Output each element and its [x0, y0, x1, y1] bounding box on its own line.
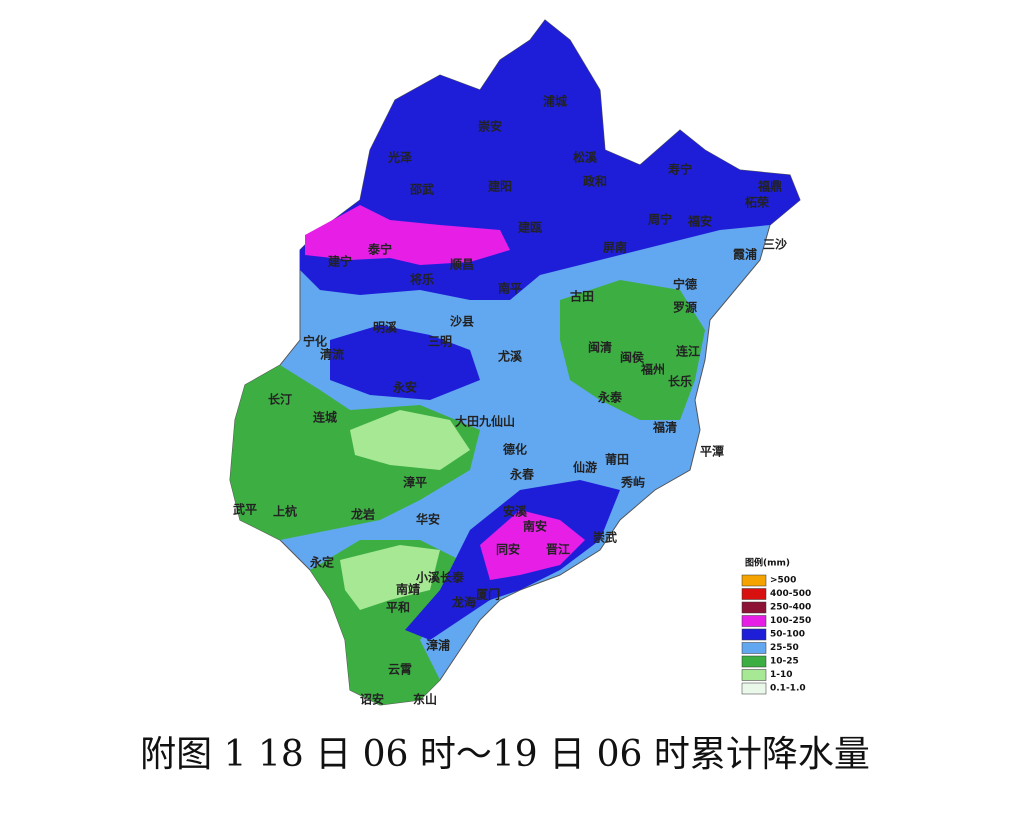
city-label: 小溪长泰	[416, 570, 465, 585]
legend-swatch	[741, 642, 767, 654]
city-label: 长汀	[268, 392, 292, 407]
legend-label: 10-25	[770, 657, 799, 667]
city-label: 三明	[428, 335, 452, 349]
city-label: 将乐	[410, 272, 434, 287]
city-label: 古田	[570, 289, 594, 304]
caption: 附图 1 18 日 06 时～19 日 06 时累计降水量	[140, 734, 870, 775]
city-label: 南平	[498, 281, 522, 296]
city-label: 明溪	[373, 320, 398, 335]
legend-label: 50-100	[770, 630, 805, 640]
city-label: 厦门	[476, 587, 500, 602]
legend-swatch	[741, 588, 767, 600]
zone-100-250-west	[305, 205, 510, 265]
city-label: 南安	[523, 519, 547, 534]
city-label: 沙县	[450, 315, 474, 329]
city-label: 柘荣	[744, 195, 770, 210]
legend-label: 1-10	[770, 670, 793, 680]
legend-label: 25-50	[770, 643, 799, 653]
city-label: 云霄	[388, 663, 412, 677]
city-label: 罗源	[673, 300, 697, 315]
legend: 图例(mm) >500 400-500 250-400 100-250 50-100 25…	[741, 557, 811, 695]
legend-swatch	[741, 574, 767, 587]
city-label: 大田九仙山	[455, 414, 515, 429]
legend-label: 100-250	[770, 616, 811, 626]
city-label: 永泰	[597, 390, 623, 405]
city-label: 邵武	[409, 182, 434, 197]
city-label: 尤溪	[498, 349, 523, 364]
legend-swatch	[741, 601, 767, 614]
city-label: 宁德	[673, 277, 697, 292]
city-label: 华安	[416, 512, 440, 527]
city-label: 连江	[676, 344, 700, 359]
city-label: 诏安	[360, 692, 384, 707]
city-label: 龙岩	[351, 507, 375, 522]
precipitation-map	[229, 19, 801, 706]
legend-swatch	[741, 628, 767, 641]
zone-1-10-south	[340, 545, 440, 610]
city-label: 松溪	[573, 150, 598, 165]
city-label: 永春	[509, 467, 535, 482]
city-label: 仙游	[573, 460, 597, 475]
city-label: 武平	[233, 502, 257, 517]
zone-10-25-east	[560, 280, 705, 420]
city-label: 清流	[320, 347, 344, 362]
city-label: 永定	[309, 555, 334, 570]
zone-100-250-coast	[480, 510, 585, 580]
city-label: 东山	[413, 692, 437, 707]
city-label: 政和	[583, 174, 607, 189]
city-label: 建宁	[327, 254, 352, 269]
city-label: 永安	[392, 380, 417, 395]
city-label: 屏南	[602, 240, 627, 255]
city-label: 崇武	[593, 530, 617, 545]
city-label: 三沙	[763, 238, 787, 252]
city-label: 崇安	[478, 119, 502, 134]
city-label: 建阳	[487, 179, 512, 194]
city-label: 建瓯	[517, 220, 542, 235]
city-label: 晋江	[546, 542, 570, 557]
city-label: 南靖	[396, 582, 420, 597]
zone-50-100-central	[330, 325, 480, 400]
city-label: 连城	[313, 410, 337, 425]
city-label: 闽清	[588, 340, 612, 355]
city-label: 闽侯	[620, 350, 645, 365]
city-label: 长乐	[668, 374, 692, 389]
city-label: 周宁	[648, 212, 672, 227]
city-label: 福鼎	[757, 179, 782, 194]
legend-swatch	[741, 669, 767, 681]
legend-label: 400-500	[770, 589, 811, 599]
legend-swatch	[741, 655, 767, 668]
legend-title: 图例(mm)	[745, 557, 790, 569]
city-label: 龙海	[452, 595, 476, 610]
city-label: 光泽	[387, 150, 412, 165]
legend-label: 0.1-1.0	[770, 684, 806, 694]
city-label: 莆田	[605, 452, 629, 467]
city-label: 福清	[652, 420, 677, 435]
city-label: 德化	[503, 442, 527, 457]
city-label: 寿宁	[668, 162, 692, 177]
city-label: 福州	[640, 362, 665, 377]
city-label: 漳平	[403, 475, 427, 490]
city-label: 平和	[386, 600, 410, 615]
zone-1-10-west	[350, 410, 470, 470]
city-label: 宁化	[303, 334, 327, 349]
city-label: 秀屿	[620, 475, 645, 490]
city-label: 安溪	[503, 504, 528, 519]
city-label: 泰宁	[367, 242, 392, 257]
city-label: 漳浦	[426, 638, 450, 653]
legend-swatch	[741, 615, 767, 627]
city-label: 平潭	[700, 444, 724, 459]
city-label: 同安	[496, 542, 520, 557]
legend-label: 250-400	[770, 603, 811, 613]
city-label: 顺昌	[450, 257, 474, 272]
legend-label: >500	[770, 576, 796, 586]
city-label: 浦城	[543, 94, 567, 109]
city-label: 霞浦	[733, 247, 757, 262]
city-label: 福安	[687, 214, 712, 229]
legend-swatch	[741, 682, 767, 695]
city-label: 上杭	[273, 504, 297, 519]
